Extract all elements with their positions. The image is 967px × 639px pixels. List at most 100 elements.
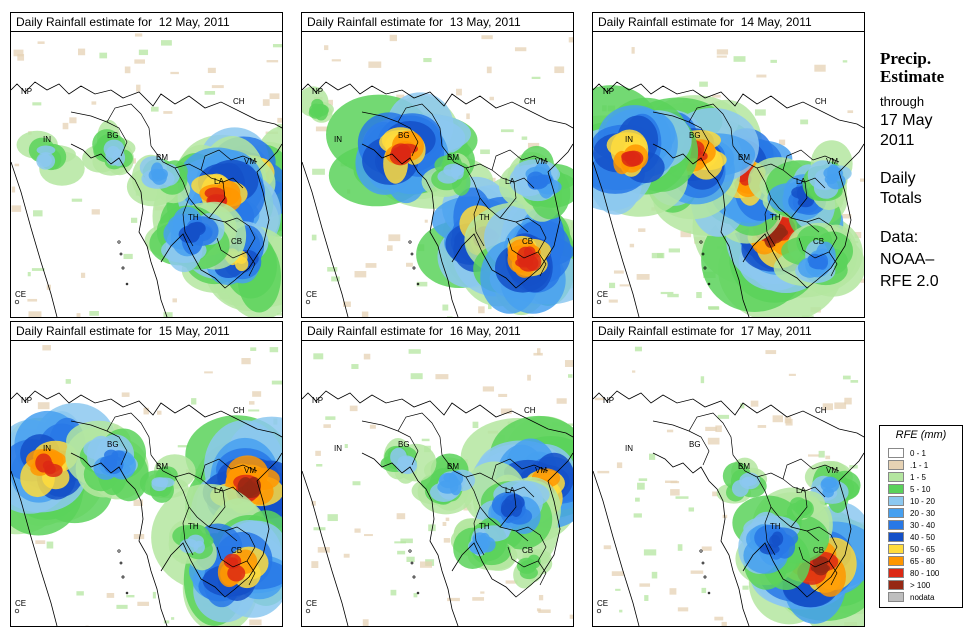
panel-map: NP IN BG BM CH LA VM TH CB CE (301, 31, 574, 318)
rainfall-panel: Daily Rainfall estimate for 14 May, 2011… (592, 12, 867, 318)
trace-rain-cell (538, 594, 544, 601)
legend-swatch (888, 496, 904, 506)
country-label: IN (43, 444, 51, 453)
trace-rain-cell (715, 425, 722, 433)
trace-rain-cell (594, 397, 605, 401)
country-label: VM (244, 157, 256, 166)
rain-area-bg (65, 420, 149, 502)
trace-rain-cell (362, 619, 369, 626)
trace-rain-cell (712, 94, 721, 98)
trace-rain-cell (204, 90, 216, 95)
trace-rain-cell (396, 513, 406, 520)
caption-daily-line1: Daily (880, 170, 916, 187)
legend-row: nodata (888, 592, 934, 602)
trace-rain-cell (633, 513, 642, 518)
trace-rain-cell (389, 34, 397, 42)
country-label: CH (524, 406, 536, 415)
trace-rain-cell (277, 117, 282, 123)
trace-rain-cell (472, 421, 479, 429)
island (125, 282, 129, 286)
rain-area-cb (464, 199, 573, 316)
trace-rain-cell (445, 517, 450, 522)
trace-rain-cell (421, 438, 430, 442)
coastline (11, 390, 282, 626)
panel-title: Daily Rainfall estimate for 12 May, 2011 (10, 12, 283, 31)
trace-rain-cell (65, 379, 71, 384)
trace-rain-cell (568, 374, 573, 378)
trace-rain-cell (271, 380, 282, 385)
trace-rain-cell (241, 358, 251, 365)
trace-rain-cell (568, 37, 573, 43)
legend-label: > 100 (910, 580, 931, 590)
trace-rain-cell (138, 49, 149, 56)
legend-title: RFE (mm) (895, 429, 947, 441)
trace-rain-cell (677, 607, 689, 612)
trace-rain-cell (368, 61, 382, 68)
trace-rain-cell (564, 360, 573, 367)
coastline (11, 81, 282, 317)
rain-cell (769, 534, 781, 548)
trace-rain-cell (660, 291, 674, 295)
trace-rain-cell (638, 478, 648, 482)
trace-rain-cell (352, 481, 361, 486)
legend-label: 0 - 1 (910, 448, 927, 458)
trace-rain-cell (778, 139, 786, 146)
legend-label: 10 - 20 (910, 496, 935, 506)
trace-rain-cell (277, 313, 282, 316)
rain-cell (223, 553, 242, 569)
trace-rain-cell (327, 99, 333, 106)
trace-rain-cell (527, 142, 540, 149)
trace-rain-cell (33, 210, 43, 217)
trace-rain-cell (814, 64, 826, 72)
coastline (593, 390, 864, 626)
rain-cell (448, 470, 464, 486)
legend-row: 5 - 10 (888, 484, 930, 494)
rain-cell (527, 554, 541, 569)
trace-rain-cell (91, 101, 97, 105)
trace-rain-cell (838, 213, 852, 219)
coastline (593, 81, 864, 317)
trace-rain-cell (700, 376, 705, 384)
rain-cell (821, 478, 837, 489)
trace-rain-cell (675, 496, 689, 499)
rainfall-panel: Daily Rainfall estimate for 12 May, 2011… (10, 12, 285, 318)
rainfall-panel: Daily Rainfall estimate for 13 May, 2011… (301, 12, 576, 318)
trace-rain-cell (410, 373, 423, 380)
trace-rain-cell (800, 119, 809, 125)
trace-rain-cell (860, 278, 864, 283)
trace-rain-cell (498, 393, 508, 398)
trace-rain-cell (269, 93, 280, 100)
island (408, 240, 412, 244)
trace-rain-cell (428, 524, 436, 532)
trace-rain-cell (124, 66, 131, 74)
country-label: BG (107, 440, 119, 449)
rain-cell (523, 246, 536, 259)
trace-rain-cell (35, 540, 46, 545)
trace-rain-cell (177, 445, 189, 448)
country-label: BM (447, 153, 459, 162)
trace-rain-cell (80, 272, 86, 278)
trace-rain-cell (133, 534, 145, 540)
panel-title: Daily Rainfall estimate for 15 May, 2011 (10, 321, 283, 340)
legend-row: > 100 (888, 580, 930, 590)
trace-rain-cell (207, 67, 216, 74)
country-label: CB (813, 546, 824, 555)
country-label: TH (188, 213, 199, 222)
trace-rain-cell (611, 571, 624, 576)
rain-area-bg (380, 438, 437, 484)
country-borders (361, 412, 549, 586)
rain-cell (770, 227, 789, 238)
legend-swatch (888, 472, 904, 482)
trace-rain-cell (597, 470, 610, 474)
rain-cell (624, 150, 644, 167)
caption-data-line2: NOAA– (880, 251, 935, 268)
rfe-legend: RFE (mm) 0 - 1 .1 - 1 1 - 5 5 - 10 10 - 20 20… (879, 425, 963, 608)
trace-rain-cell (447, 597, 460, 602)
trace-rain-cell (609, 282, 616, 289)
country-label: TH (770, 213, 781, 222)
island (596, 608, 602, 614)
trace-rain-cell (631, 47, 635, 54)
trace-rain-cell (420, 561, 432, 568)
trace-rain-cell (480, 149, 490, 155)
caption-date: 17 May 2011 (880, 111, 965, 151)
